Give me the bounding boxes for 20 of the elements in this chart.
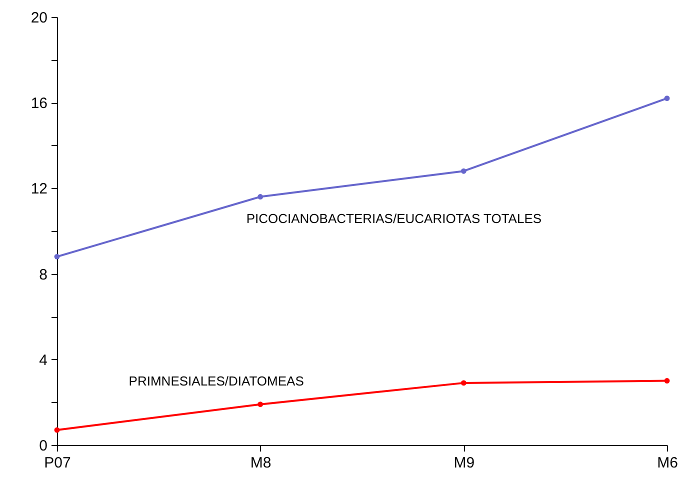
y-tick-label: 8 xyxy=(39,266,48,284)
y-tick-label: 0 xyxy=(39,438,48,454)
series-label: PRIMNESIALES/DIATOMEAS xyxy=(128,373,304,388)
point xyxy=(460,380,466,386)
y-tick-label: 16 xyxy=(30,95,48,112)
point xyxy=(258,402,264,408)
x-tick-label: M6 xyxy=(657,454,678,472)
point xyxy=(54,427,60,433)
point xyxy=(664,96,670,102)
x-tick-label: M8 xyxy=(250,454,272,472)
point xyxy=(54,254,60,260)
series-label: PICOCIANOBACTERIAS/EUCARIOTAS TOTALES xyxy=(246,210,542,226)
x-tick-label: M9 xyxy=(454,454,475,472)
y-tick-label: 20 xyxy=(30,10,48,26)
point xyxy=(664,378,670,384)
y-tick-label: 12 xyxy=(30,180,48,198)
y-tick-label: 4 xyxy=(39,352,48,369)
point xyxy=(460,168,466,174)
point xyxy=(258,194,264,200)
x-tick-label: P07 xyxy=(44,454,71,472)
